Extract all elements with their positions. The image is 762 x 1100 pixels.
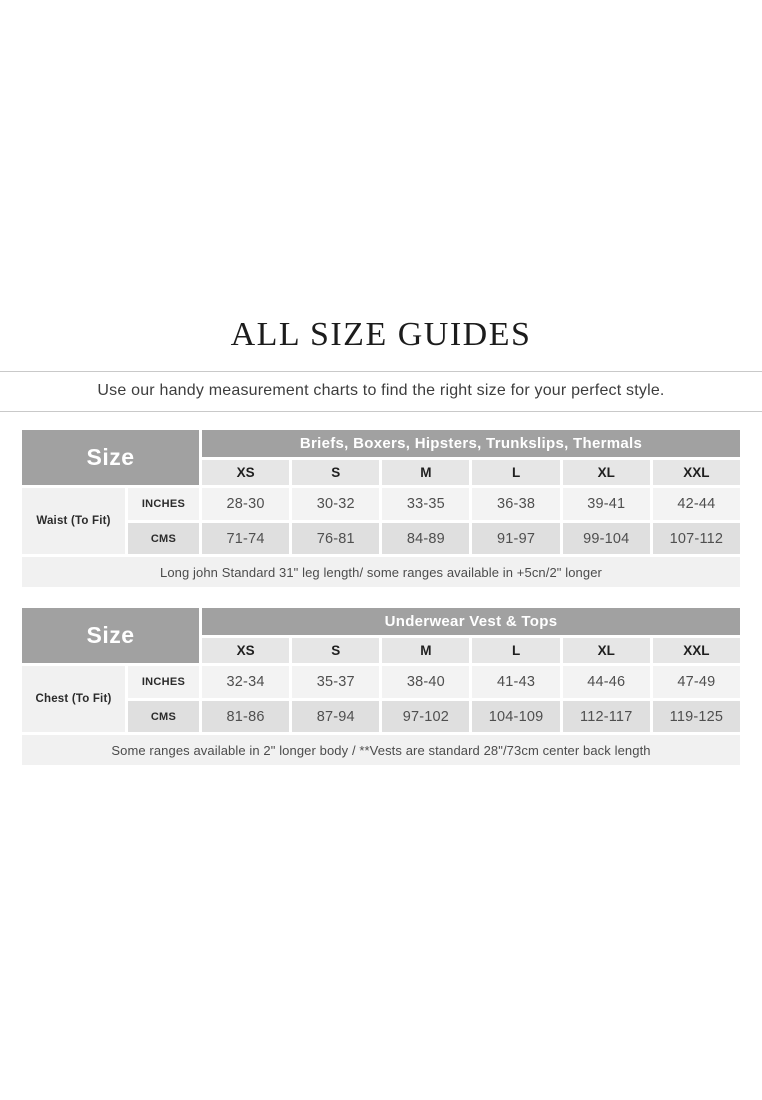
value-cell: 99-104 — [562, 523, 650, 554]
size-col-header-xs: XS — [202, 460, 290, 485]
table-footnote-briefs: Long john Standard 31" leg length/ some … — [22, 557, 740, 587]
value-cell: 97-102 — [382, 701, 470, 732]
value-cell: 84-89 — [382, 523, 470, 554]
group-header-briefs: Briefs, Boxers, Hipsters, Trunkslips, Th… — [202, 430, 740, 457]
size-col-header-m: M — [382, 638, 470, 663]
value-cell: 33-35 — [382, 488, 470, 520]
size-col-header-s: S — [292, 460, 380, 485]
size-col-header-xl: XL — [562, 460, 650, 485]
value-cell: 47-49 — [652, 666, 740, 698]
page-subtitle: Use our handy measurement charts to find… — [97, 382, 665, 399]
row-label-chest: Chest (To Fit) — [22, 666, 125, 732]
page-title: ALL SIZE GUIDES — [230, 316, 532, 353]
value-cell: 76-81 — [292, 523, 380, 554]
unit-label-cms: CMS — [128, 523, 199, 554]
table-footnote-vests: Some ranges available in 2" longer body … — [22, 735, 740, 765]
value-cell: 35-37 — [292, 666, 380, 698]
unit-label-cms: CMS — [128, 701, 199, 732]
unit-label-inches: INCHES — [128, 488, 199, 520]
value-cell: 30-32 — [292, 488, 380, 520]
value-cell: 36-38 — [472, 488, 560, 520]
value-cell: 87-94 — [292, 701, 380, 732]
value-cell: 42-44 — [652, 488, 740, 520]
row-label-waist: Waist (To Fit) — [22, 488, 125, 554]
value-cell: 112-117 — [562, 701, 650, 732]
value-cell: 107-112 — [652, 523, 740, 554]
value-cell: 104-109 — [472, 701, 560, 732]
value-cell: 119-125 — [652, 701, 740, 732]
size-header-cell: Size — [22, 608, 199, 663]
value-cell: 38-40 — [382, 666, 470, 698]
value-cell: 44-46 — [562, 666, 650, 698]
size-col-header-l: L — [472, 638, 560, 663]
size-col-header-xxl: XXL — [652, 460, 740, 485]
value-cell: 91-97 — [472, 523, 560, 554]
value-cell: 81-86 — [202, 701, 290, 732]
value-cell: 32-34 — [202, 666, 290, 698]
value-cell: 39-41 — [562, 488, 650, 520]
value-cell: 71-74 — [202, 523, 290, 554]
subtitle-band: Use our handy measurement charts to find… — [0, 371, 762, 412]
value-cell: 41-43 — [472, 666, 560, 698]
size-col-header-l: L — [472, 460, 560, 485]
size-header-cell: Size — [22, 430, 199, 485]
unit-label-inches: INCHES — [128, 666, 199, 698]
size-col-header-m: M — [382, 460, 470, 485]
size-guide-table-vests: Size Underwear Vest & Tops XS S M L XL X… — [22, 608, 740, 765]
value-cell: 28-30 — [202, 488, 290, 520]
size-col-header-xl: XL — [562, 638, 650, 663]
group-header-vests: Underwear Vest & Tops — [202, 608, 740, 635]
size-guide-page: ALL SIZE GUIDES Use our handy measuremen… — [0, 316, 762, 765]
size-guide-table-briefs: Size Briefs, Boxers, Hipsters, Trunkslip… — [22, 430, 740, 587]
size-col-header-s: S — [292, 638, 380, 663]
size-col-header-xxl: XXL — [652, 638, 740, 663]
size-col-header-xs: XS — [202, 638, 290, 663]
